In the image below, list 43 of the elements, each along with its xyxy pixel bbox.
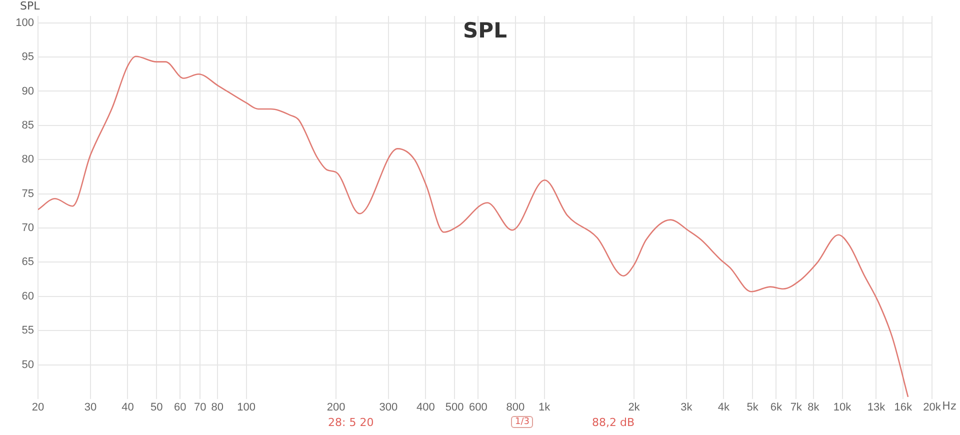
x-tick-label: 7k	[790, 402, 802, 414]
text: 1/3	[511, 416, 534, 428]
x-tick-label: 500	[445, 402, 464, 414]
y-tick-label: 100	[16, 16, 34, 29]
y-tick-label: 90	[22, 85, 34, 98]
text: 28: 5 20	[328, 416, 374, 429]
text: 88,2 dB	[592, 416, 635, 429]
x-tick-label: 50	[150, 402, 163, 414]
x-tick-label: 4k	[718, 402, 730, 414]
x-tick-label: 1k	[538, 402, 551, 414]
x-tick-label: 800	[506, 402, 525, 414]
x-tick-label: 400	[416, 402, 435, 414]
x-tick-label: 30	[84, 402, 97, 414]
x-tick-label: 20k	[923, 402, 942, 414]
y-tick-label: 85	[22, 119, 34, 132]
chart-title: SPL	[463, 18, 507, 42]
y-tick-label: 50	[22, 358, 34, 371]
x-tick-label: 80	[211, 402, 224, 414]
x-tick-label: 20	[32, 402, 44, 414]
y-tick-label: 65	[22, 256, 34, 268]
x-tick-label: 200	[326, 402, 346, 414]
x-tick-label: 16k	[894, 402, 912, 414]
x-axis-title: Hz	[942, 399, 956, 412]
x-tick-label: 40	[122, 402, 134, 414]
x-tick-label: 2k	[628, 402, 640, 414]
x-tick-label: 13k	[867, 402, 886, 414]
y-tick-label: 70	[22, 222, 34, 234]
x-tick-label: 600	[469, 402, 488, 414]
y-axis-title: SPL	[20, 0, 41, 12]
y-tick-label: 80	[22, 154, 34, 166]
y-tick-label: 55	[22, 324, 34, 337]
y-tick-label: 60	[22, 290, 34, 302]
y-tick-label: 95	[22, 51, 34, 64]
x-tick-label: 5k	[746, 402, 759, 414]
x-tick-label: 8k	[808, 402, 820, 414]
x-tick-label: 60	[174, 402, 186, 414]
x-tick-label: 6k	[770, 402, 782, 414]
x-tick-label: 10k	[833, 402, 852, 414]
y-tick-label: 75	[22, 188, 34, 200]
x-tick-label: 3k	[680, 402, 693, 414]
x-tick-label: 100	[237, 402, 256, 414]
x-tick-label: 300	[379, 402, 398, 414]
x-tick-label: 70	[194, 402, 206, 414]
